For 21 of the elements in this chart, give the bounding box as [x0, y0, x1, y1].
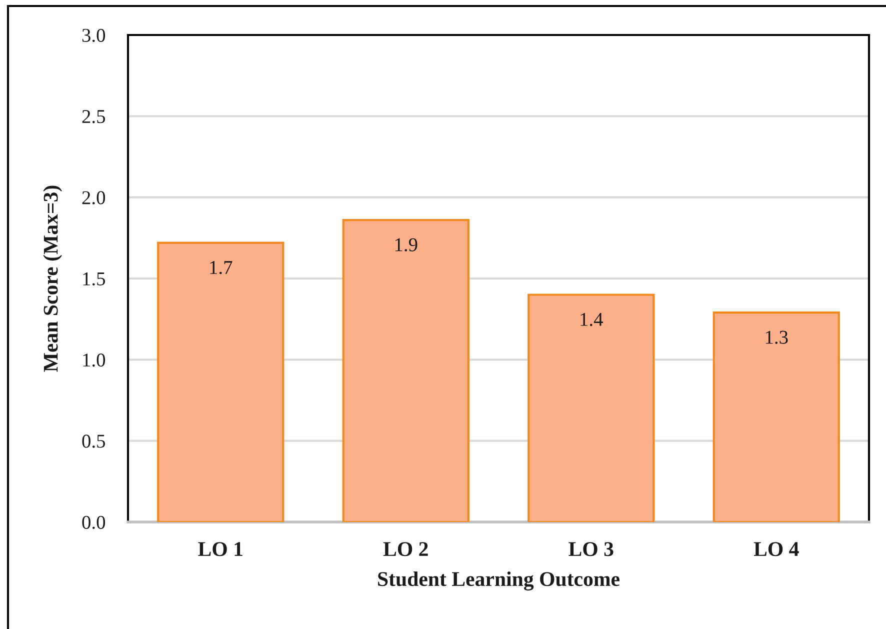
y-axis-title: Mean Score (Max=3) — [43, 186, 62, 372]
y-tick-label: 2.5 — [82, 110, 106, 124]
data-label: 1.7 — [210, 261, 232, 274]
x-axis-title: Student Learning Outcome — [378, 571, 620, 591]
x-tick-label: LO 3 — [568, 542, 614, 556]
bar — [157, 242, 284, 522]
y-tick-label: 1.0 — [83, 353, 106, 367]
x-tick-label: LO 2 — [383, 542, 428, 556]
x-tick-label: LO 4 — [754, 542, 799, 556]
y-tick-label: 3.0 — [82, 28, 106, 42]
y-tick-label: 0.0 — [82, 516, 106, 530]
data-label: 1.4 — [580, 312, 603, 326]
x-tick-label: LO 1 — [198, 542, 242, 556]
data-label: 1.3 — [766, 330, 788, 344]
y-tick-label: 2.0 — [82, 191, 106, 204]
y-tick-label: 0.5 — [82, 434, 106, 448]
bar — [342, 219, 470, 522]
data-label: 1.9 — [395, 238, 418, 252]
bar — [712, 312, 840, 522]
y-tick-label: 1.5 — [83, 272, 106, 286]
bar — [528, 294, 655, 522]
